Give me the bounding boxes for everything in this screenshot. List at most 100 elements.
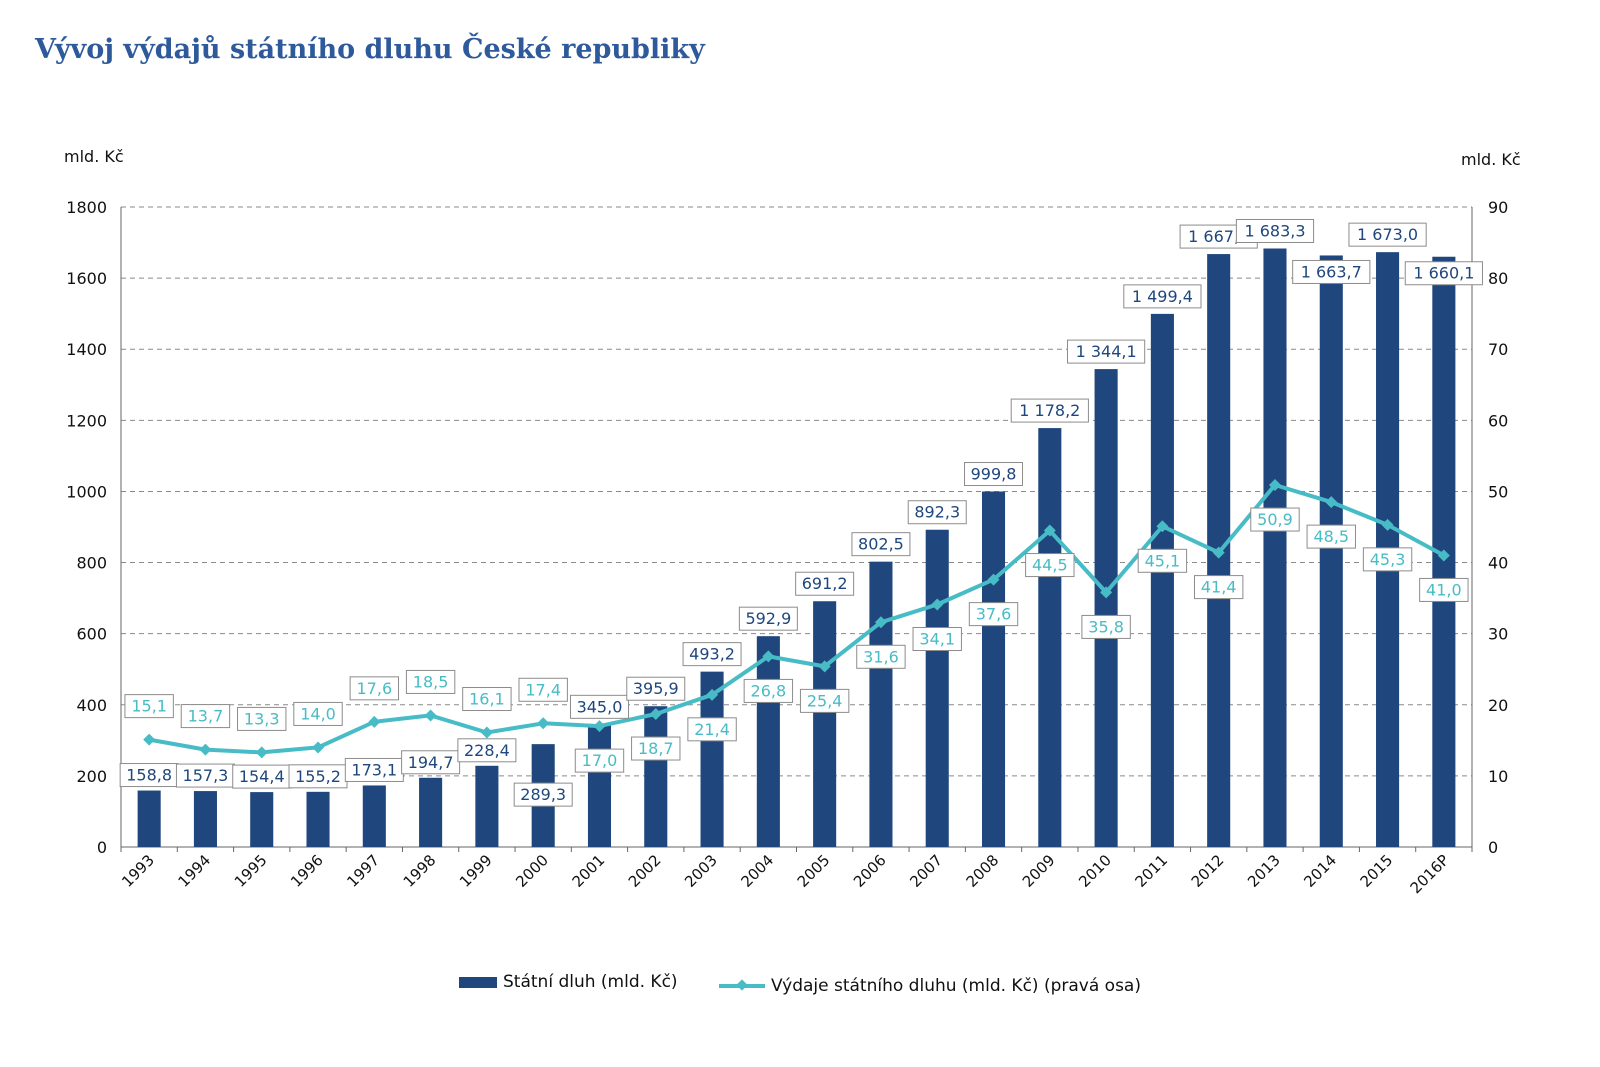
- x-tick-label: 1999: [456, 851, 496, 891]
- line-label-2016P: 41,0: [1426, 580, 1462, 599]
- line-label-1993-box: [124, 694, 174, 719]
- x-tick-label: 2010: [1075, 851, 1115, 891]
- bar-label-2015: 1 673,0: [1357, 225, 1418, 244]
- bar-label-1993: 158,8: [126, 766, 172, 785]
- line-label-2006: 31,6: [863, 647, 899, 666]
- x-tick-label: 2004: [737, 851, 777, 891]
- line-label-2014: 48,5: [1313, 527, 1349, 546]
- bar-label-2008-box: [964, 462, 1024, 487]
- x-tick-label: 1995: [231, 851, 271, 891]
- line-point-2009: [1043, 524, 1056, 537]
- line-point-1997: [368, 715, 381, 728]
- line-label-1995: 13,3: [244, 709, 280, 728]
- bar-2005: [813, 601, 837, 847]
- line-label-1998-box: [405, 669, 456, 694]
- bar-label-2001: 345,0: [577, 697, 623, 716]
- bar-label-2012: 1 667,6: [1188, 227, 1249, 246]
- bar-2009: [1038, 428, 1062, 847]
- x-tick-label: 2014: [1300, 851, 1340, 891]
- line-point-1994: [199, 743, 212, 756]
- x-tick-label: 2006: [850, 851, 890, 891]
- bar-label-1994: 157,3: [183, 766, 229, 785]
- bar-1998: [419, 777, 443, 847]
- line-label-1995-box: [237, 706, 287, 731]
- x-tick-label: 2015: [1357, 851, 1397, 891]
- x-tick-label: 2007: [906, 851, 946, 891]
- line-point-2006: [874, 616, 887, 629]
- bar-label-2000-box: [513, 782, 573, 807]
- bar-label-2010-box: [1067, 339, 1146, 364]
- y-left-tick-label: 400: [76, 696, 107, 715]
- line-label-2013-box: [1250, 507, 1300, 532]
- x-tick-label: 2002: [625, 851, 665, 891]
- bar-label-2014-box: [1292, 259, 1371, 284]
- line-label-2000-box: [518, 677, 568, 702]
- bar-label-2007-box: [907, 500, 967, 525]
- y-right-tick-label: 0: [1488, 838, 1498, 857]
- right-axis-unit: mld. Kč: [1461, 150, 1521, 169]
- line-label-2011: 45,1: [1145, 551, 1181, 570]
- bar-2003: [700, 671, 724, 847]
- line-label-2012: 41,4: [1201, 578, 1237, 597]
- y-right-tick-label: 70: [1488, 340, 1508, 359]
- bar-2002: [644, 706, 668, 847]
- line-label-2003: 21,4: [694, 720, 730, 739]
- line-label-1999-box: [462, 687, 512, 712]
- x-tick-label: 2005: [794, 851, 834, 891]
- x-tick-label: 1998: [400, 851, 440, 891]
- expenditure-line: [148, 483, 1445, 755]
- x-tick-label: 1994: [175, 851, 215, 891]
- bar-2014: [1319, 255, 1343, 847]
- line-label-2013: 50,9: [1257, 510, 1293, 529]
- bar-label-1997: 173,1: [351, 760, 397, 779]
- line-point-2014: [1325, 496, 1338, 509]
- bar-1995: [250, 792, 274, 847]
- x-tick-label: 2009: [1019, 851, 1059, 891]
- bar-1997: [362, 785, 386, 847]
- bar-label-2003-box: [682, 642, 742, 667]
- bar-1993: [137, 790, 161, 847]
- line-label-1998: 18,5: [413, 672, 449, 691]
- legend-item-debt: Státní dluh (mld. Kč): [459, 972, 678, 992]
- x-tick-label: 2003: [681, 851, 721, 891]
- line-label-2005-box: [799, 688, 850, 713]
- line-point-2008: [987, 573, 1000, 586]
- bar-label-2016P-box: [1404, 261, 1483, 286]
- legend-line-swatch: [718, 983, 765, 988]
- x-tick-label: 2011: [1131, 851, 1171, 891]
- line-label-2004: 26,8: [751, 681, 787, 700]
- legend-label-debt: Státní dluh (mld. Kč): [503, 972, 678, 992]
- bar-1999: [475, 765, 499, 847]
- line-label-2007: 34,1: [919, 630, 955, 649]
- bar-label-2005-box: [795, 571, 855, 596]
- bar-label-2011: 1 499,4: [1132, 287, 1193, 306]
- x-tick-label: 2016P: [1407, 851, 1453, 897]
- line-label-2012-box: [1193, 575, 1244, 600]
- line-label-2010: 35,8: [1088, 617, 1124, 636]
- line-point-2005: [818, 660, 831, 673]
- bar-2004: [756, 636, 780, 847]
- bar-2010: [1094, 369, 1118, 847]
- bar-label-2015-box: [1348, 222, 1427, 247]
- bar-label-2013: 1 683,3: [1244, 221, 1305, 240]
- chart-plot: 0 200 400 600 800 1000 1200 1400 1600 1800 0 10 20 30…: [66, 198, 1508, 897]
- line-label-2002: 18,7: [638, 739, 674, 758]
- y-right-tick-label: 40: [1488, 554, 1508, 573]
- line-label-2004-box: [743, 678, 794, 703]
- line-label-1996-box: [293, 701, 343, 726]
- line-label-2000: 17,4: [525, 680, 561, 699]
- line-label-2007-box: [912, 627, 962, 652]
- line-label-2009: 44,5: [1032, 556, 1068, 575]
- bar-label-2011-box: [1123, 284, 1202, 309]
- bar-label-2016P: 1 660,1: [1413, 264, 1474, 283]
- line-point-1995: [255, 746, 268, 759]
- line-label-1997-box: [349, 676, 400, 701]
- bar-label-1999-box: [457, 738, 517, 763]
- line-label-2010-box: [1081, 614, 1131, 639]
- bar-2013: [1263, 248, 1287, 847]
- line-point-2003: [706, 688, 719, 701]
- line-label-2011-box: [1137, 548, 1188, 573]
- y-right-tick-label: 10: [1488, 767, 1508, 786]
- line-label-2015-box: [1362, 547, 1413, 572]
- x-tick-label: 2001: [569, 851, 609, 891]
